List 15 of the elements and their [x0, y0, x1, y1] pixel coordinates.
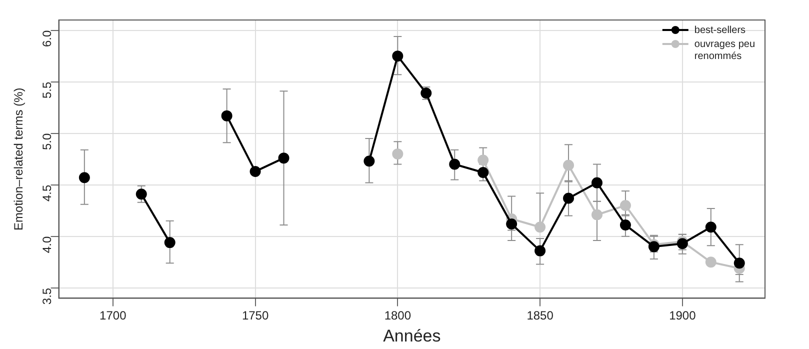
x-tick-label: 1700	[100, 308, 127, 323]
y-tick-label: 5.5	[40, 82, 54, 99]
y-axis-title: Emotion–related terms (%)	[12, 88, 26, 230]
y-tick-label: 3.5	[40, 288, 54, 305]
y-tick-label: 5.0	[40, 133, 54, 150]
x-axis-title: Années	[383, 326, 441, 346]
x-tick-label: 1850	[526, 308, 554, 323]
x-tick-label: 1900	[669, 308, 696, 323]
y-tick-label: 4.0	[40, 236, 54, 254]
x-tick-label: 1800	[384, 308, 412, 323]
x-tick-label: 1750	[242, 308, 269, 323]
y-tick-label: 6.0	[40, 30, 54, 47]
legend-label: best-sellers	[694, 24, 746, 36]
y-tick-label: 4.5	[40, 184, 54, 202]
legend-label: ouvrages peu renommés	[694, 38, 756, 62]
